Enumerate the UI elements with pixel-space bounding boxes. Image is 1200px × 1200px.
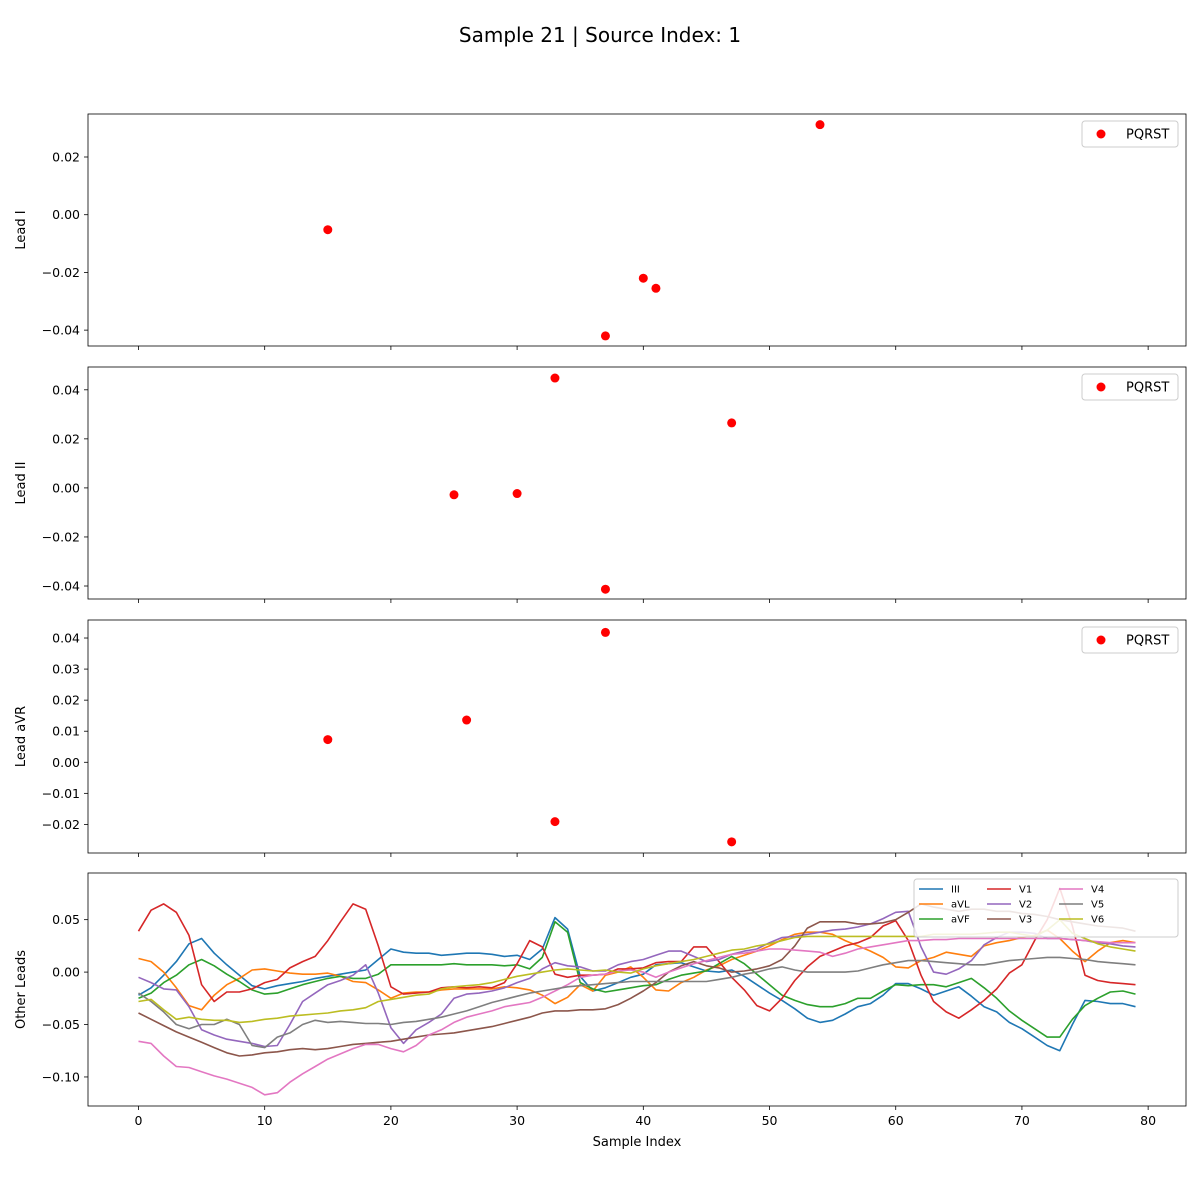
- y-tick-label: −0.04: [42, 323, 80, 338]
- pqrst-point: [651, 283, 661, 293]
- pqrst-point: [600, 584, 610, 594]
- series-line-v5: [138, 956, 1136, 1049]
- legend-marker: [1096, 129, 1106, 139]
- subplot-stack: −0.04 −0.02 0.00 0.02 Lead I PQRST −0.04 −0.02 0…: [14, 113, 1187, 1150]
- y-tick-label: −0.05: [42, 1017, 80, 1032]
- pqrst-point: [815, 120, 825, 130]
- subplot-panel-1: −0.04 −0.02 0.00 0.02 Lead I PQRST: [14, 113, 1187, 350]
- y-tick-label: −0.04: [42, 579, 80, 594]
- x-tick-label: 20: [383, 1113, 399, 1128]
- legend-label: V2: [1019, 900, 1032, 911]
- legend-box: [1081, 373, 1179, 401]
- y-tick-label: 0.00: [52, 755, 80, 770]
- x-axis-label: Sample Index: [593, 1135, 682, 1150]
- x-tick-label: 70: [1014, 1113, 1030, 1128]
- y-tick-label: −0.02: [42, 265, 80, 280]
- y-tick-label: 0.02: [52, 693, 80, 708]
- pqrst-point: [323, 225, 333, 235]
- plot-frame: [87, 113, 1187, 347]
- legend-label: PQRST: [1126, 381, 1169, 396]
- pqrst-point: [600, 627, 610, 637]
- x-tick-label: 0: [135, 1113, 143, 1128]
- pqrst-point: [462, 715, 472, 725]
- y-axis-label: Lead aVR: [14, 706, 29, 767]
- legend-marker: [1096, 382, 1106, 392]
- y-tick-label: 0.04: [52, 382, 80, 397]
- x-tick-label: 10: [257, 1113, 273, 1128]
- series-line-iii: [138, 916, 1136, 1052]
- pqrst-point: [638, 273, 648, 283]
- x-tick-label: 60: [888, 1113, 904, 1128]
- y-axis-label: Other Leads: [14, 950, 29, 1029]
- series-line-v2: [138, 910, 1136, 1048]
- x-tick-label: 80: [1140, 1113, 1156, 1128]
- pqrst-point: [727, 837, 737, 847]
- legend-label: V6: [1091, 915, 1104, 926]
- y-tick-label: 0.03: [52, 662, 80, 677]
- pqrst-point: [600, 331, 610, 341]
- y-tick-label: 0.02: [52, 431, 80, 446]
- legend-label: aVL: [951, 900, 970, 911]
- plot-frame: [87, 619, 1187, 854]
- x-tick-label: 50: [762, 1113, 778, 1128]
- legend-box: [1081, 626, 1179, 654]
- legend-label: V3: [1019, 915, 1032, 926]
- series-line-avl: [138, 929, 1136, 1011]
- figure-title: Sample 21 | Source Index: 1: [459, 23, 741, 47]
- y-tick-label: 0.00: [52, 480, 80, 495]
- legend-label: aVF: [951, 915, 970, 926]
- y-axis-label: Lead II: [14, 461, 29, 504]
- subplot-panel-3: −0.02 −0.01 0.00 0.01 0.02 0.03 0.04 Lead aVR PQ…: [14, 619, 1187, 857]
- pqrst-point: [550, 373, 560, 383]
- legend-label: V1: [1019, 885, 1032, 896]
- y-tick-label: 0.04: [52, 631, 80, 646]
- subplot-panel-4: 0 10 20 30 40 50 60 70 80 −0.10 −0.05 0.00 0.05 Other…: [14, 872, 1187, 1150]
- y-tick-label: 0.05: [52, 912, 80, 927]
- y-tick-label: −0.02: [42, 817, 80, 832]
- x-tick-label: 40: [635, 1113, 651, 1128]
- y-tick-label: −0.02: [42, 529, 80, 544]
- y-axis-label: Lead I: [14, 210, 29, 249]
- y-tick-label: 0.00: [52, 965, 80, 980]
- y-tick-label: 0.00: [52, 207, 80, 222]
- pqrst-point: [323, 735, 333, 745]
- subplot-panel-2: −0.04 −0.02 0.00 0.02 0.04 Lead II PQRST: [14, 366, 1187, 603]
- pqrst-point: [727, 418, 737, 428]
- y-tick-label: −0.10: [42, 1069, 80, 1084]
- legend-label: V5: [1091, 900, 1104, 911]
- plot-frame: [87, 366, 1187, 600]
- pqrst-point: [449, 490, 459, 500]
- pqrst-point: [550, 817, 560, 827]
- series-line-avf: [138, 921, 1136, 1038]
- legend-box: [1081, 120, 1179, 148]
- pqrst-point: [512, 489, 522, 499]
- legend-label: PQRST: [1126, 634, 1169, 649]
- legend-label: III: [951, 885, 960, 896]
- y-tick-label: 0.01: [52, 724, 80, 739]
- legend-marker: [1096, 635, 1106, 645]
- plot-frame: [87, 872, 1187, 1107]
- y-tick-label: 0.02: [52, 149, 80, 164]
- legend-label: V4: [1091, 885, 1104, 896]
- series-line-v1: [137, 887, 1136, 1019]
- x-tick-label: 30: [509, 1113, 525, 1128]
- legend-box: [913, 878, 1179, 938]
- y-tick-label: −0.01: [42, 786, 80, 801]
- legend-label: PQRST: [1126, 128, 1169, 143]
